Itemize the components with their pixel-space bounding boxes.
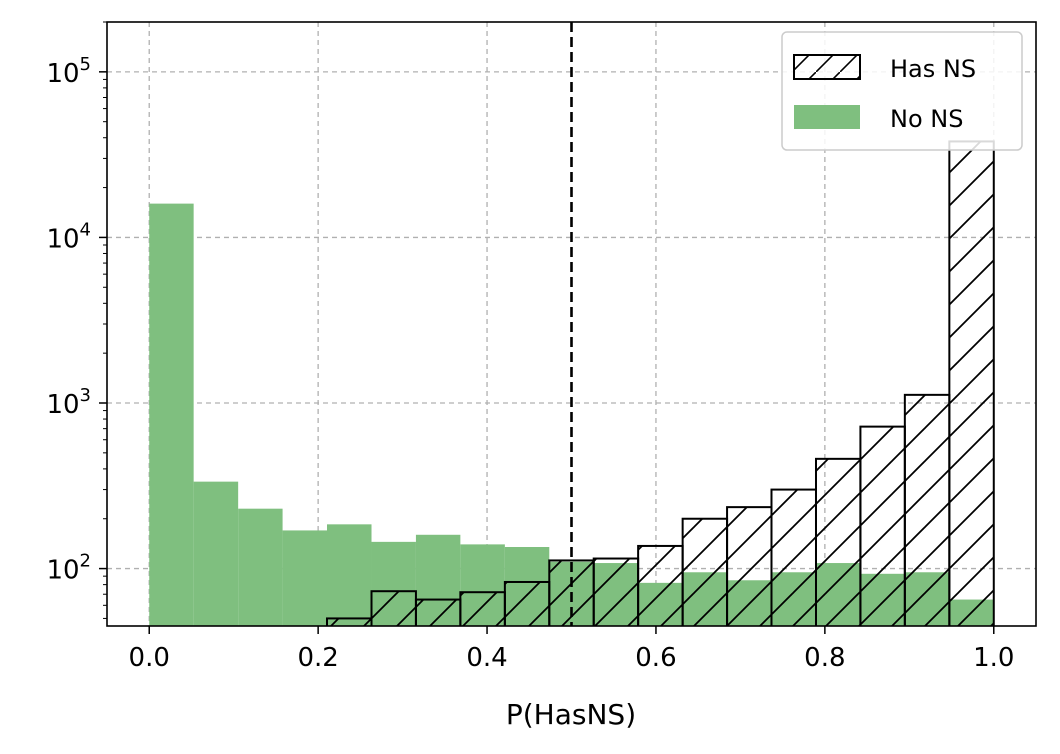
legend-label-has-ns: Has NS	[890, 55, 976, 83]
x-tick-label: 0.2	[297, 643, 338, 673]
has-ns-bar	[637, 544, 684, 626]
no-ns-bar	[193, 481, 239, 626]
no-ns-bar	[327, 524, 372, 626]
no-ns-bar	[149, 203, 194, 626]
no-ns-bar	[238, 508, 283, 626]
x-tick-label: 1.0	[973, 643, 1014, 673]
has-ns-bar	[370, 590, 417, 626]
y-tick-label: 103	[46, 385, 91, 420]
has-ns-bar	[859, 425, 906, 626]
grid	[107, 22, 1036, 626]
ticks: 0.0 0.2 0.4 0.6 0.8 1.0 102 103 104 105	[46, 21, 1014, 673]
legend-swatch-has-ns	[793, 54, 861, 80]
no-ns-bar	[282, 530, 328, 626]
bars	[149, 140, 995, 626]
has-ns-bar	[503, 580, 551, 626]
has-ns-bar	[948, 140, 995, 626]
x-tick-label: 0.4	[466, 643, 507, 673]
legend-label-no-ns: No NS	[890, 105, 963, 133]
has-ns-bar	[459, 591, 506, 626]
y-tick-label: 105	[46, 54, 91, 89]
x-tick-label: 0.8	[804, 643, 845, 673]
y-tick-label: 102	[46, 551, 91, 586]
x-tick-label: 0.0	[129, 643, 170, 673]
x-tick-label: 0.6	[635, 643, 676, 673]
has-ns-bar	[770, 488, 817, 626]
has-ns-bar	[726, 506, 773, 626]
y-tick-label: 104	[46, 219, 91, 254]
has-ns-bar	[681, 517, 729, 626]
has-ns-bar	[414, 598, 462, 626]
has-ns-bar	[592, 557, 640, 626]
x-axis-label: P(HasNS)	[506, 698, 636, 731]
legend-swatch-no-ns	[794, 105, 860, 129]
has-ns-bar	[814, 457, 862, 626]
legend: Has NS No NS	[781, 31, 1023, 151]
has-ns-bar	[903, 393, 951, 626]
